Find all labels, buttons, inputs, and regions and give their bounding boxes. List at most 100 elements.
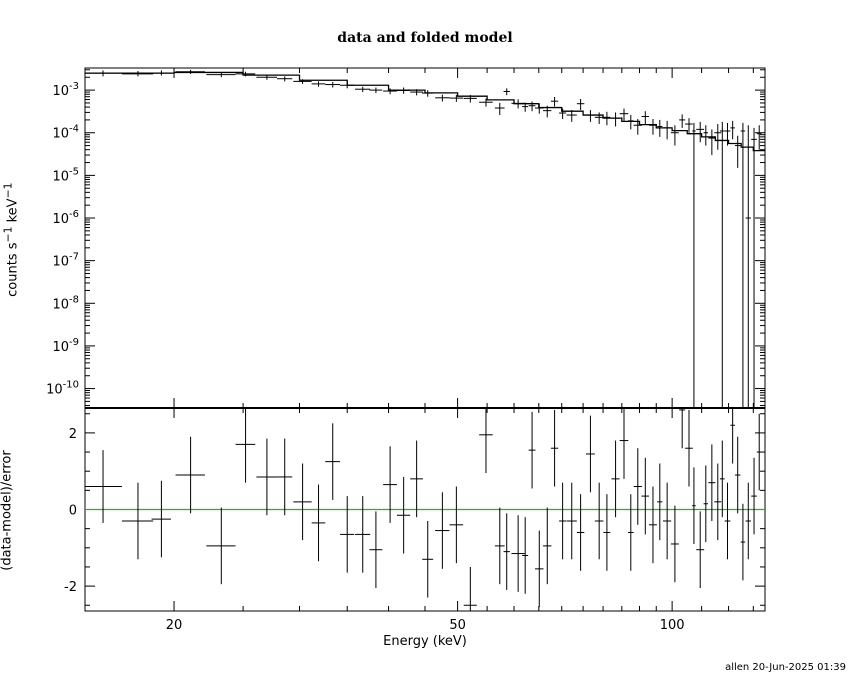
residual-point — [550, 409, 559, 487]
data-point — [641, 111, 649, 125]
residual-point — [435, 492, 450, 569]
data-point — [355, 86, 371, 93]
residual-point — [692, 467, 696, 544]
residual-point — [719, 440, 725, 518]
residual-point — [633, 448, 642, 525]
residual-point — [85, 450, 122, 523]
residuals-panel: -2 0 2 — [64, 407, 766, 612]
residual-point — [641, 457, 649, 535]
residual-point — [611, 440, 620, 518]
residual-point — [277, 438, 293, 516]
residual-point — [463, 566, 477, 611]
data-point — [585, 110, 595, 122]
residual-point — [503, 513, 510, 590]
residual-point — [206, 507, 236, 585]
data-point — [611, 112, 620, 127]
residual-point — [522, 517, 529, 594]
data-point — [594, 112, 604, 125]
data-point — [670, 125, 679, 146]
data-point — [503, 88, 510, 96]
residual-point — [528, 411, 536, 489]
y-tick-label: 10-4 — [52, 124, 79, 142]
data-point — [576, 98, 585, 111]
residual-point — [256, 438, 278, 516]
residual-point — [293, 463, 312, 541]
data-point — [696, 121, 705, 143]
residual-point — [734, 436, 741, 514]
data-point — [724, 122, 731, 146]
residual-point — [585, 415, 595, 493]
residual-point — [657, 463, 663, 541]
residual-point — [121, 482, 154, 560]
y-tick-label: 10-9 — [52, 337, 79, 355]
data-point — [449, 94, 464, 102]
y-tick-label: 10-3 — [52, 81, 79, 99]
data-point — [734, 135, 741, 168]
residual-point — [422, 520, 434, 598]
x-tick-label: 20 — [166, 618, 183, 633]
spectrum-panel: 10-3 10-4 10-5 10-6 10-7 10-8 10-9 10-10 — [46, 67, 766, 409]
residual-point — [756, 413, 762, 491]
data-point — [685, 118, 693, 133]
data-point — [730, 120, 735, 140]
residual-point — [566, 482, 577, 560]
residual-point — [534, 530, 544, 608]
residual-point — [325, 423, 341, 500]
residual-point — [663, 482, 672, 560]
residual-point — [603, 494, 611, 571]
residual-point — [708, 444, 716, 521]
data-point — [745, 125, 751, 408]
y-tick-label: 10-7 — [52, 252, 79, 270]
x-tick-label: 50 — [449, 618, 466, 633]
y-tick-label: 2 — [69, 427, 77, 442]
residual-point — [594, 482, 604, 560]
residual-point — [627, 494, 634, 571]
residual-point — [369, 511, 383, 589]
residual-point — [740, 503, 746, 581]
data-point — [714, 124, 722, 150]
data-point — [566, 110, 577, 122]
data-point — [550, 96, 559, 107]
residual-point — [479, 408, 493, 474]
data-point — [708, 129, 716, 156]
residual-point — [745, 482, 751, 560]
data-point — [494, 102, 505, 116]
data-point — [206, 72, 236, 78]
data-point — [719, 121, 725, 408]
residual-point — [511, 515, 525, 592]
x-tick-label: 100 — [660, 618, 685, 633]
data-point — [751, 127, 757, 408]
residual-point — [576, 494, 585, 571]
x-axis-label: Energy (keV) — [383, 634, 467, 649]
data-point — [383, 88, 397, 95]
y-axis-label-spectrum: counts s−1 keV−1 — [1, 182, 21, 297]
residual-point — [751, 457, 757, 535]
residual-point — [175, 436, 205, 514]
residual-point — [151, 480, 171, 558]
data-point — [740, 122, 746, 408]
residual-point — [724, 482, 731, 560]
data-point — [679, 114, 686, 128]
data-point — [619, 108, 629, 121]
y-tick-label: 10-8 — [52, 294, 79, 312]
data-point — [479, 98, 493, 107]
data-point — [528, 101, 536, 112]
data-point — [369, 87, 383, 94]
data-point — [756, 125, 762, 150]
residual-point — [311, 484, 326, 562]
y-tick-label: 10-5 — [52, 166, 79, 184]
y-tick-label: 10-10 — [46, 380, 79, 398]
residual-point — [494, 507, 505, 585]
residual-point — [543, 507, 552, 585]
residual-point — [703, 465, 709, 543]
residual-point — [670, 505, 679, 583]
footer-stamp: allen 20-Jun-2025 01:39 — [725, 662, 846, 673]
y-tick-label: 10-6 — [52, 209, 79, 227]
residual-point — [355, 496, 371, 573]
y-tick-label: -2 — [64, 580, 77, 595]
residual-point — [396, 476, 411, 554]
chart-title: data and folded model — [337, 30, 513, 46]
data-point — [311, 81, 326, 87]
data-point — [692, 122, 696, 408]
